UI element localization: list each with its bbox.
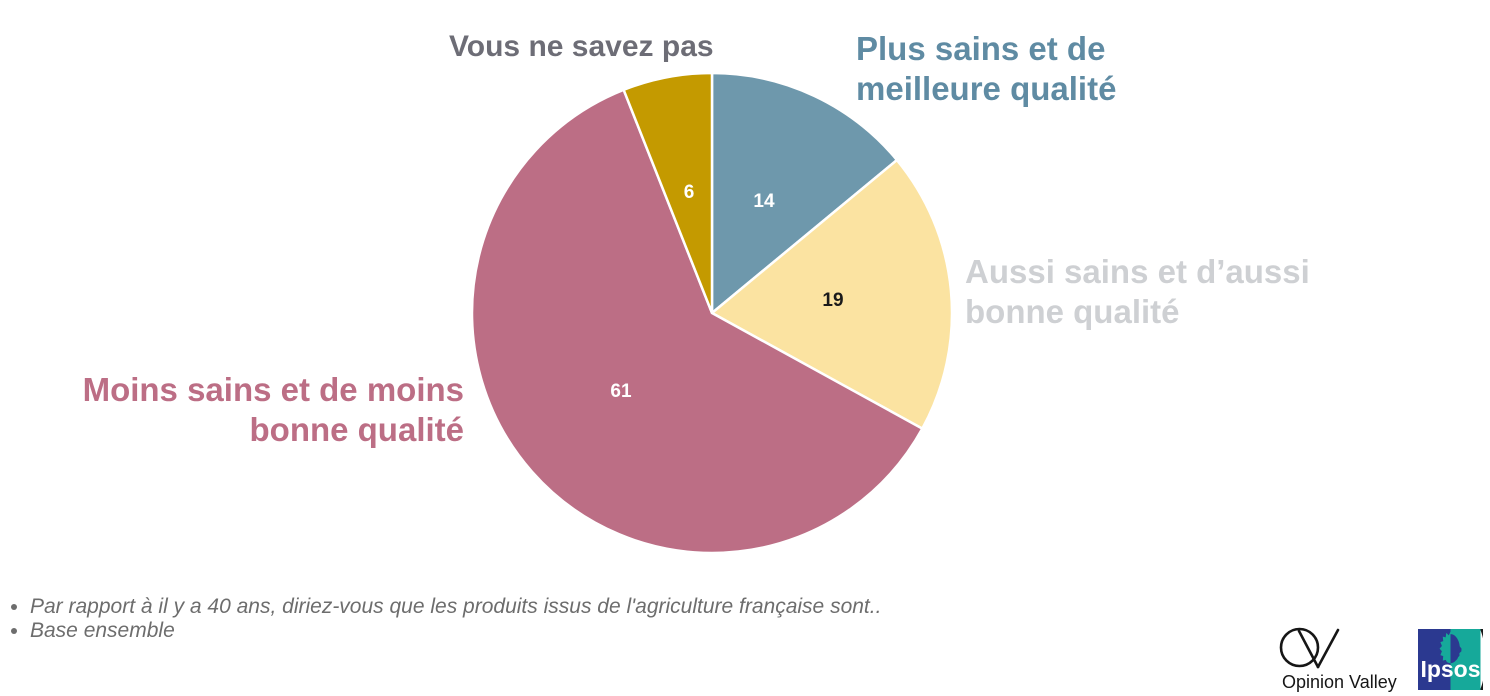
svg-text:Ipsos: Ipsos (1420, 656, 1480, 682)
svg-text:Opinion Valley: Opinion Valley (1282, 672, 1397, 692)
